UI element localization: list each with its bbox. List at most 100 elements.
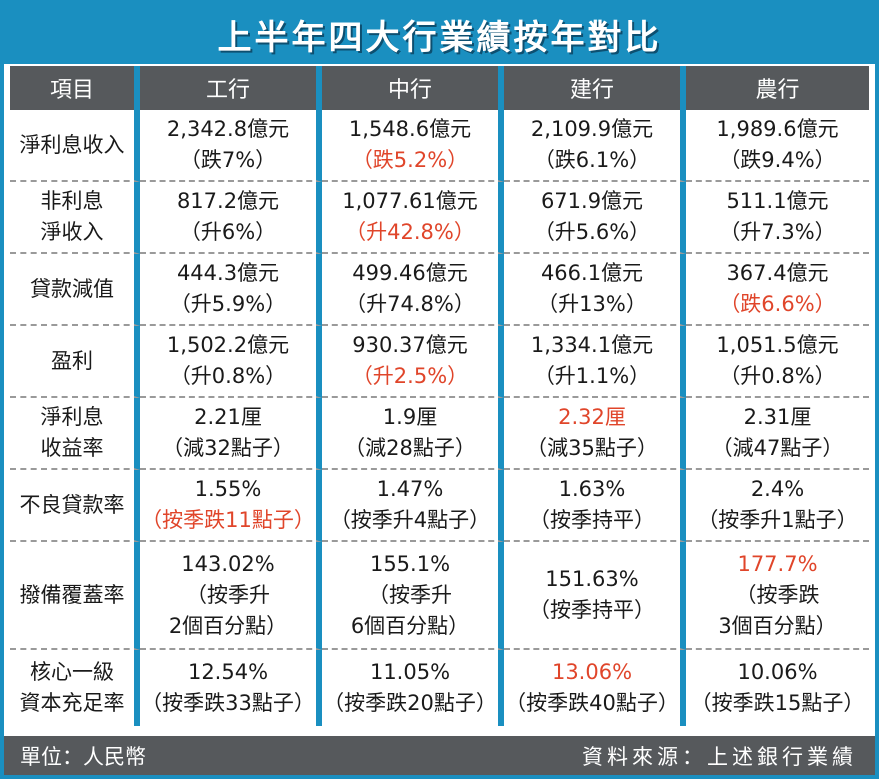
cell-value: 1,548.6億元	[348, 117, 472, 141]
cell-value: 1.47%	[376, 477, 444, 501]
source-label: 資料來源：上述銀行業績	[582, 744, 857, 769]
row-label: 盈利	[10, 326, 140, 398]
row-label-line: 不良貸款率	[19, 492, 125, 517]
header-ccb: 建行	[504, 66, 686, 110]
header-icbc: 工行	[140, 66, 322, 110]
cell-value: 2.32厘	[558, 405, 626, 429]
cell-value: 2.4%	[750, 477, 805, 501]
cell-value: 1,502.2億元	[166, 333, 290, 357]
cell-value: 1,077.61億元	[342, 189, 478, 213]
cell-note: （按季升1點子）	[697, 508, 858, 532]
cell-value: 2.21厘	[194, 405, 262, 429]
cell-value: 511.1億元	[726, 189, 829, 213]
cell-note: （升42.8%）	[345, 220, 475, 244]
table-cell: 444.3億元 （升5.9%）	[140, 254, 322, 326]
cell-note: （跌9.4%）	[719, 148, 836, 172]
table-body: 淨利息收入 2,342.8億元 （跌7%） 1,548.6億元 （跌5.2%） 2,109…	[10, 110, 869, 726]
cell-value: 143.02%	[181, 551, 275, 576]
cell-value: 1.63%	[558, 477, 626, 501]
table-cell: 1,548.6億元 （跌5.2%）	[322, 110, 504, 182]
table-row: 非利息淨收入 817.2億元 （升6%） 1,077.61億元 （升42.8%） 671.…	[10, 182, 869, 254]
comparison-table: 項目 工行 中行 建行 農行 淨利息收入 2,342.8億元 （跌7%） 1,548.…	[10, 66, 869, 726]
table-row: 核心一級 資本充足率 12.54% （按季跌33點子） 11.05% （按季跌20點子） 1…	[10, 650, 869, 726]
cell-note: （升6%）	[179, 220, 277, 244]
table-row: 盈利 1,502.2億元 （升0.8%） 930.37億元 （升2.5%） 1,334.1…	[10, 326, 869, 398]
cell-value: 2,109.9億元	[530, 117, 654, 141]
cell-value: 155.1%	[369, 551, 451, 576]
cell-note: （跌6.1%）	[533, 148, 651, 172]
cell-note: （升2.5%）	[351, 364, 469, 388]
cell-note: （跌6.6%）	[719, 292, 836, 316]
cell-note: （按季升	[368, 582, 452, 607]
table-cell: 13.06% （按季跌40點子）	[504, 650, 686, 726]
cell-note: 6個百分點）	[350, 613, 470, 638]
cell-note: （按季跌11點子）	[141, 508, 315, 532]
row-label: 撥備覆蓋率	[10, 542, 140, 650]
cell-note: （按季跌40點子）	[505, 691, 679, 715]
cell-note: （升0.8%）	[169, 364, 287, 388]
cell-note: （減35點子）	[526, 436, 658, 460]
row-label: 核心一級 資本充足率	[10, 650, 140, 726]
table-row: 撥備覆蓋率 143.02% （按季升 2個百分點） 155.1% （按季升 6個百分點） 15…	[10, 542, 869, 650]
table-cell: 466.1億元 （升13%）	[504, 254, 686, 326]
table-cell: 155.1% （按季升 6個百分點）	[322, 542, 504, 650]
table-cell: 2.32厘 （減35點子）	[504, 398, 686, 470]
row-label-line: 淨收入	[40, 220, 104, 244]
cell-value: 12.54%	[187, 660, 269, 684]
cell-note: （升5.6%）	[533, 220, 651, 244]
cell-note: （升74.8%）	[345, 292, 475, 316]
cell-note: （按季跌33點子）	[141, 691, 315, 715]
row-label-line: 收益率	[40, 436, 104, 460]
table-cell: 367.4億元 （跌6.6%）	[686, 254, 869, 326]
table-cell: 151.63% （按季持平）	[504, 542, 686, 650]
row-label: 淨利息 收益率	[10, 398, 140, 470]
row-label: 不良貸款率	[10, 470, 140, 542]
table-cell: 1.63% （按季持平）	[504, 470, 686, 542]
table-cell: 1.47% （按季升4點子）	[322, 470, 504, 542]
table-cell: 2,109.9億元 （跌6.1%）	[504, 110, 686, 182]
table-cell: 10.06% （按季跌15點子）	[686, 650, 869, 726]
table-cell: 177.7% （按季跌 3個百分點）	[686, 542, 869, 650]
table-cell: 671.9億元 （升5.6%）	[504, 182, 686, 254]
table-cell: 2.4% （按季升1點子）	[686, 470, 869, 542]
table-cell: 1,502.2億元 （升0.8%）	[140, 326, 322, 398]
table-row: 淨利息收入 2,342.8億元 （跌7%） 1,548.6億元 （跌5.2%） 2,109…	[10, 110, 869, 182]
cell-note: （減28點子）	[344, 436, 476, 460]
table-cell: 2,342.8億元 （跌7%）	[140, 110, 322, 182]
row-label-line: 資本充足率	[19, 691, 125, 715]
table-row: 不良貸款率 1.55% （按季跌11點子） 1.47% （按季升4點子） 1.63% （按季…	[10, 470, 869, 542]
header-abc: 農行	[686, 66, 869, 110]
cell-note: （跌5.2%）	[351, 148, 469, 172]
table-cell: 1.9厘 （減28點子）	[322, 398, 504, 470]
cell-note: （按季持平）	[529, 508, 655, 532]
cell-value: 2,342.8億元	[166, 117, 290, 141]
row-label: 淨利息收入	[10, 110, 140, 182]
title-bar: 上半年四大行業績按年對比	[4, 4, 875, 64]
cell-note: （按季升4點子）	[329, 508, 491, 532]
cell-value: 444.3億元	[176, 261, 280, 285]
cell-value: 11.05%	[369, 660, 451, 684]
table-cell: 817.2億元 （升6%）	[140, 182, 322, 254]
cell-note: （跌7%）	[179, 148, 277, 172]
cell-value: 151.63%	[545, 567, 639, 591]
cell-note: （升13%）	[537, 292, 647, 316]
cell-note: （升1.1%）	[533, 364, 651, 388]
cell-value: 367.4億元	[726, 261, 829, 285]
table-row: 貸款減值 444.3億元 （升5.9%） 499.46億元 （升74.8%） 466.1億…	[10, 254, 869, 326]
footer-bar: 單位：人民幣 資料來源：上述銀行業績	[4, 736, 875, 775]
table-cell: 2.21厘 （減32點子）	[140, 398, 322, 470]
row-label-line: 盈利	[51, 348, 93, 373]
cell-note: （升7.3%）	[719, 220, 836, 244]
row-label-line: 核心一級	[30, 660, 114, 684]
cell-value: 10.06%	[737, 660, 818, 684]
table-row: 淨利息 收益率 2.21厘 （減32點子） 1.9厘 （減28點子） 2.32厘 （減35點子…	[10, 398, 869, 470]
table-cell: 930.37億元 （升2.5%）	[322, 326, 504, 398]
table-cell: 499.46億元 （升74.8%）	[322, 254, 504, 326]
row-label: 貸款減值	[10, 254, 140, 326]
infographic-title: 上半年四大行業績按年對比	[217, 17, 662, 58]
header-row: 項目 工行 中行 建行 農行	[10, 66, 869, 110]
row-label-line: 非利息	[40, 189, 104, 213]
cell-value: 177.7%	[737, 551, 818, 576]
cell-value: 499.46億元	[352, 261, 468, 285]
